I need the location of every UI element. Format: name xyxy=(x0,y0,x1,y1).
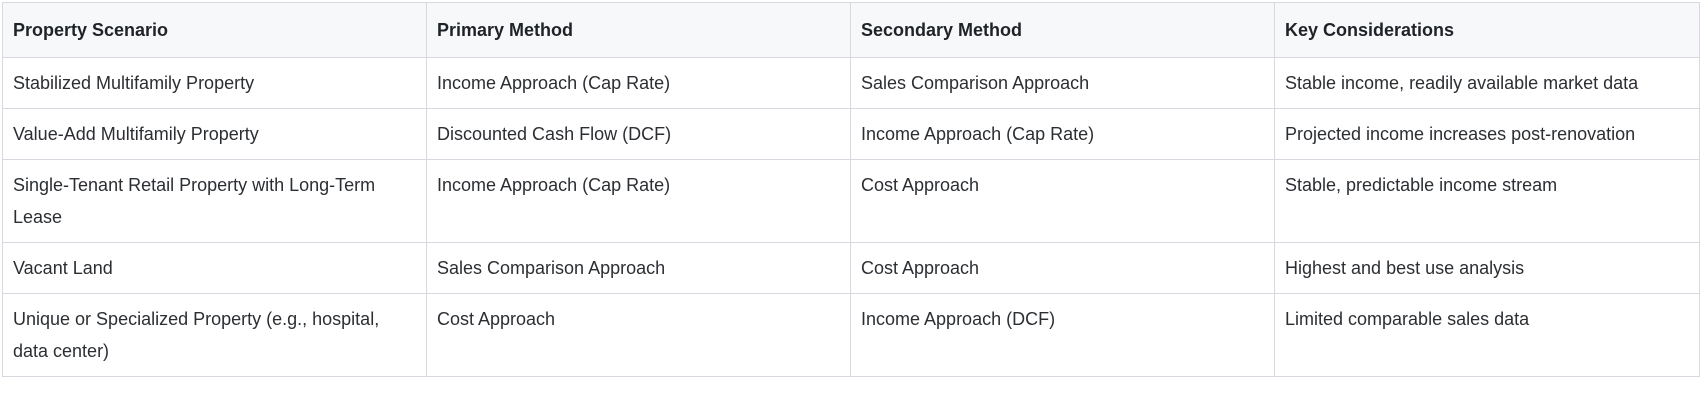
cell-secondary-method: Income Approach (Cap Rate) xyxy=(850,108,1275,160)
header-secondary-method: Secondary Method xyxy=(850,2,1275,58)
valuation-methods-table-container: Property Scenario Primary Method Seconda… xyxy=(2,2,1700,377)
cell-secondary-method: Cost Approach xyxy=(850,159,1275,243)
cell-property-scenario: Value-Add Multifamily Property xyxy=(2,108,427,160)
cell-key-considerations: Stable income, readily available market … xyxy=(1274,57,1700,109)
cell-primary-method: Sales Comparison Approach xyxy=(426,242,851,294)
table-row: Stabilized Multifamily Property Income A… xyxy=(2,57,1700,109)
cell-property-scenario: Vacant Land xyxy=(2,242,427,294)
cell-property-scenario: Stabilized Multifamily Property xyxy=(2,57,427,109)
header-row: Property Scenario Primary Method Seconda… xyxy=(2,2,1700,58)
cell-primary-method: Income Approach (Cap Rate) xyxy=(426,159,851,243)
cell-primary-method: Discounted Cash Flow (DCF) xyxy=(426,108,851,160)
cell-secondary-method: Sales Comparison Approach xyxy=(850,57,1275,109)
cell-secondary-method: Income Approach (DCF) xyxy=(850,293,1275,377)
cell-key-considerations: Stable, predictable income stream xyxy=(1274,159,1700,243)
table-row: Single-Tenant Retail Property with Long-… xyxy=(2,159,1700,243)
cell-property-scenario: Unique or Specialized Property (e.g., ho… xyxy=(2,293,427,377)
table-row: Value-Add Multifamily Property Discounte… xyxy=(2,108,1700,160)
valuation-methods-table: Property Scenario Primary Method Seconda… xyxy=(2,2,1700,377)
header-key-considerations: Key Considerations xyxy=(1274,2,1700,58)
cell-key-considerations: Limited comparable sales data xyxy=(1274,293,1700,377)
cell-primary-method: Income Approach (Cap Rate) xyxy=(426,57,851,109)
cell-key-considerations: Projected income increases post-renovati… xyxy=(1274,108,1700,160)
cell-property-scenario: Single-Tenant Retail Property with Long-… xyxy=(2,159,427,243)
header-property-scenario: Property Scenario xyxy=(2,2,427,58)
table-header: Property Scenario Primary Method Seconda… xyxy=(2,2,1700,58)
table-row: Unique or Specialized Property (e.g., ho… xyxy=(2,293,1700,377)
cell-secondary-method: Cost Approach xyxy=(850,242,1275,294)
header-primary-method: Primary Method xyxy=(426,2,851,58)
table-row: Vacant Land Sales Comparison Approach Co… xyxy=(2,242,1700,294)
table-body: Stabilized Multifamily Property Income A… xyxy=(2,57,1700,377)
cell-key-considerations: Highest and best use analysis xyxy=(1274,242,1700,294)
cell-primary-method: Cost Approach xyxy=(426,293,851,377)
